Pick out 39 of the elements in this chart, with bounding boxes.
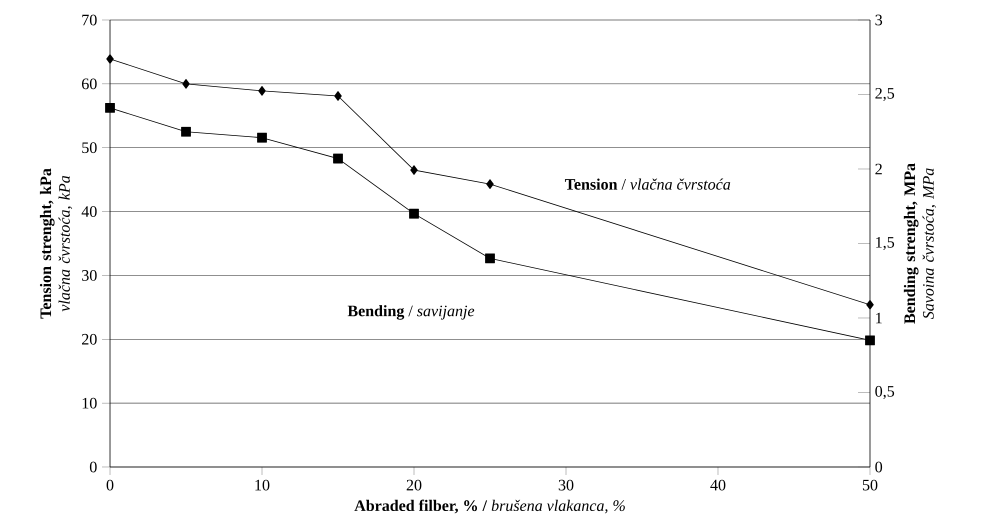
x-tick-label: 20 xyxy=(406,480,422,490)
point xyxy=(257,132,267,143)
y2-tick-label: 2 xyxy=(875,164,882,174)
y2-axis-title: Bending strenght, MPa Savoina čvrstoća, MPa xyxy=(904,163,936,324)
y-tick-label: 30 xyxy=(82,270,97,281)
point xyxy=(485,253,495,264)
point xyxy=(105,103,115,113)
point xyxy=(334,91,342,101)
point xyxy=(865,335,875,346)
point xyxy=(181,126,191,137)
y2-tick-label: 2,5 xyxy=(875,88,894,102)
y2-tick-label: 1 xyxy=(876,312,882,324)
x-tick-label: 40 xyxy=(710,480,726,490)
x-tick-label: 30 xyxy=(558,480,574,490)
series-label: Tension / vlačna čvrstoća xyxy=(564,178,730,190)
text: Bending / savijanje xyxy=(348,305,474,320)
x-tick-label: 50 xyxy=(862,480,878,490)
y-tick-label: 40 xyxy=(82,206,97,217)
x-tick-label: 0 xyxy=(106,480,114,490)
y2-tick-label: 0,5 xyxy=(875,386,894,400)
y-tick-label: 70 xyxy=(82,14,97,26)
y-axis-title: Tension strenght, kPa vlačna čvrstoća, kPa xyxy=(40,168,72,319)
point xyxy=(486,179,494,190)
y2-tick-label: 3 xyxy=(875,14,882,26)
y-tick-label: 10 xyxy=(82,398,97,409)
y-tick-label: 60 xyxy=(82,78,97,90)
y-tick-label: 0 xyxy=(90,462,97,472)
point xyxy=(409,208,419,219)
point xyxy=(258,86,266,96)
y-tick-label: 20 xyxy=(82,334,97,345)
point xyxy=(106,54,114,64)
point xyxy=(410,165,418,175)
point xyxy=(333,154,343,164)
y-tick-label: 50 xyxy=(82,142,97,154)
x-tick-label: 10 xyxy=(255,480,270,490)
x-axis-title: Abraded filber, % / brušena vlakanca, % xyxy=(354,500,625,514)
y2-tick-label: 1,5 xyxy=(876,236,894,250)
y2-tick-label: 0 xyxy=(875,462,882,472)
point xyxy=(182,78,190,89)
